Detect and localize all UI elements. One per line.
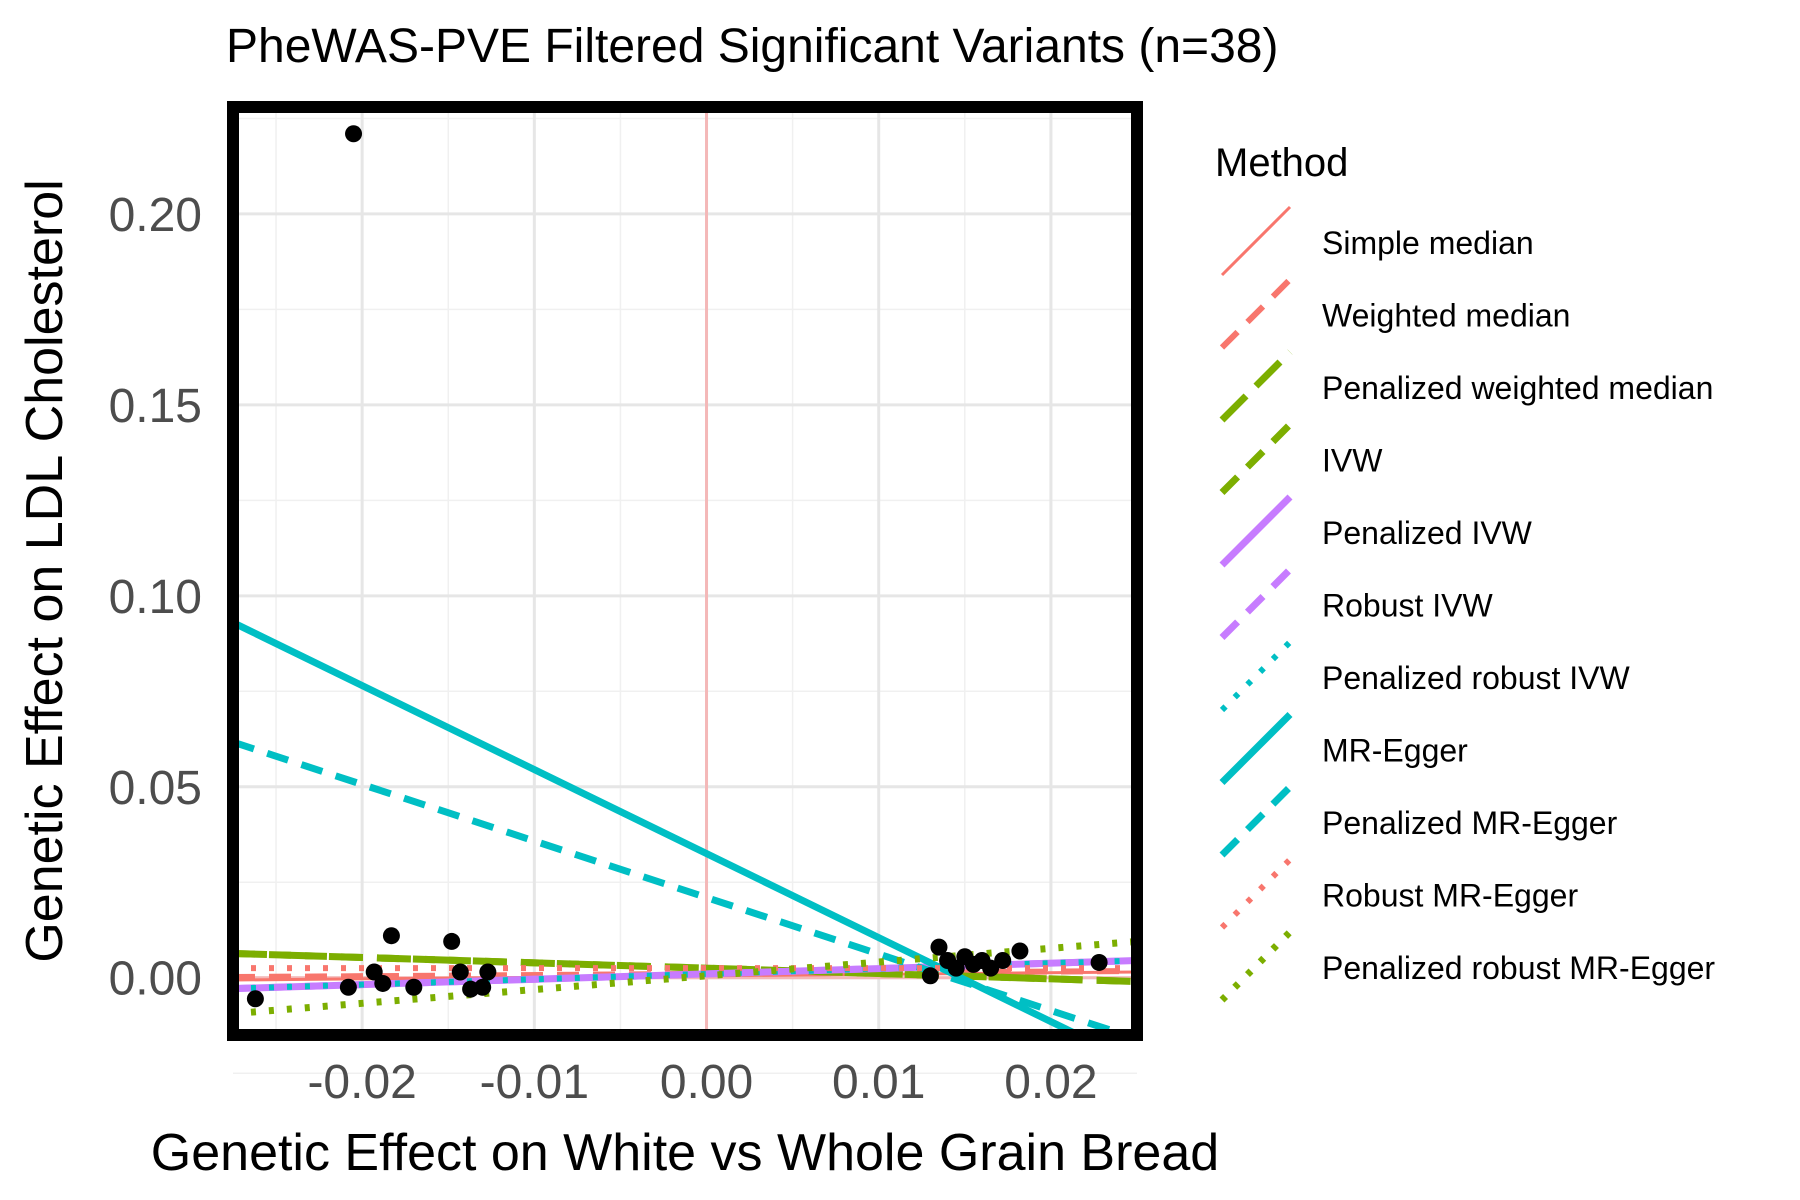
legend-key-line — [1219, 712, 1293, 785]
legend-item: Simple median — [1220, 205, 1534, 277]
y-tick-label: 0.00 — [109, 953, 202, 1006]
legend-label: Robust IVW — [1322, 588, 1494, 624]
legend-title: Method — [1215, 141, 1348, 185]
legend-label: Penalized robust MR-Egger — [1322, 950, 1715, 986]
data-point — [474, 978, 492, 996]
plot-border — [227, 101, 1143, 1041]
data-point — [479, 963, 497, 981]
grid — [233, 107, 1137, 1074]
data-point — [994, 952, 1012, 970]
legend-key-line — [1219, 494, 1293, 568]
x-tick-label: 0.00 — [660, 1056, 753, 1109]
data-point — [930, 938, 948, 956]
legend-label: Penalized robust IVW — [1322, 660, 1631, 696]
legend-item: Penalized robust IVW — [1219, 639, 1631, 713]
y-tick-label: 0.05 — [109, 762, 202, 815]
legend-label: Penalized MR-Egger — [1322, 805, 1618, 841]
legend-key-line — [1219, 784, 1293, 858]
legend-label: Penalized IVW — [1322, 515, 1533, 551]
data-point — [246, 990, 264, 1008]
legend-item: Penalized IVW — [1219, 494, 1533, 568]
x-tick-label: 0.02 — [1004, 1056, 1097, 1109]
legend-item: Robust IVW — [1219, 567, 1494, 640]
data-point — [382, 927, 400, 945]
legend-key-line — [1220, 205, 1292, 277]
series-line-10 — [233, 937, 1137, 1018]
data-point — [921, 967, 939, 985]
legend-label: IVW — [1322, 443, 1383, 479]
legend-key-line — [1219, 567, 1293, 640]
legend: Simple median Weighted median Penalized we… — [1219, 205, 1715, 1003]
x-tick-label: -0.02 — [307, 1056, 416, 1109]
data-point — [345, 125, 363, 143]
legend-key-line — [1219, 277, 1293, 350]
legend-label: Simple median — [1322, 225, 1534, 261]
y-tick-label: 0.10 — [109, 571, 202, 624]
x-axis-title: Genetic Effect on White vs Whole Grain B… — [151, 1124, 1219, 1182]
data-point — [339, 978, 357, 996]
legend-item: IVW — [1219, 422, 1383, 495]
legend-item: Penalized weighted median — [1219, 349, 1713, 423]
series-line-8 — [233, 738, 1137, 1035]
data-point — [1011, 942, 1029, 960]
legend-item: Penalized robust MR-Egger — [1219, 929, 1715, 1003]
legend-label: MR-Egger — [1322, 733, 1468, 769]
legend-label: Penalized weighted median — [1322, 370, 1713, 406]
data-point — [443, 932, 461, 950]
series-lines — [233, 619, 1137, 1035]
data-point — [451, 963, 469, 981]
legend-item: MR-Egger — [1219, 712, 1468, 785]
data-point — [1090, 953, 1108, 971]
x-axis-ticks: -0.02 -0.01 0.00 0.01 0.02 — [307, 1056, 1097, 1109]
legend-key-line — [1219, 349, 1293, 423]
data-point — [405, 978, 423, 996]
chart-title: PheWAS-PVE Filtered Significant Variants… — [226, 20, 1278, 73]
legend-label: Robust MR-Egger — [1322, 878, 1578, 914]
legend-item: Penalized MR-Egger — [1219, 784, 1618, 858]
y-axis-title: Genetic Effect on LDL Cholesterol — [16, 179, 74, 962]
legend-key-line — [1219, 422, 1293, 495]
legend-key-line — [1219, 929, 1293, 1003]
x-tick-label: 0.01 — [832, 1056, 925, 1109]
y-tick-label: 0.20 — [109, 189, 202, 242]
reference-lines — [233, 107, 1137, 1035]
legend-key-line — [1219, 639, 1293, 713]
legend-item: Robust MR-Egger — [1219, 857, 1578, 930]
data-point — [374, 974, 392, 992]
points — [246, 125, 1108, 1008]
legend-item: Weighted median — [1219, 277, 1570, 350]
legend-label: Weighted median — [1322, 298, 1570, 334]
legend-key-line — [1219, 857, 1293, 930]
y-axis-ticks: 0.00 0.05 0.10 0.15 0.20 — [109, 189, 202, 1006]
x-tick-label: -0.01 — [480, 1056, 589, 1109]
y-tick-label: 0.15 — [109, 380, 202, 433]
data-point — [982, 959, 1000, 977]
